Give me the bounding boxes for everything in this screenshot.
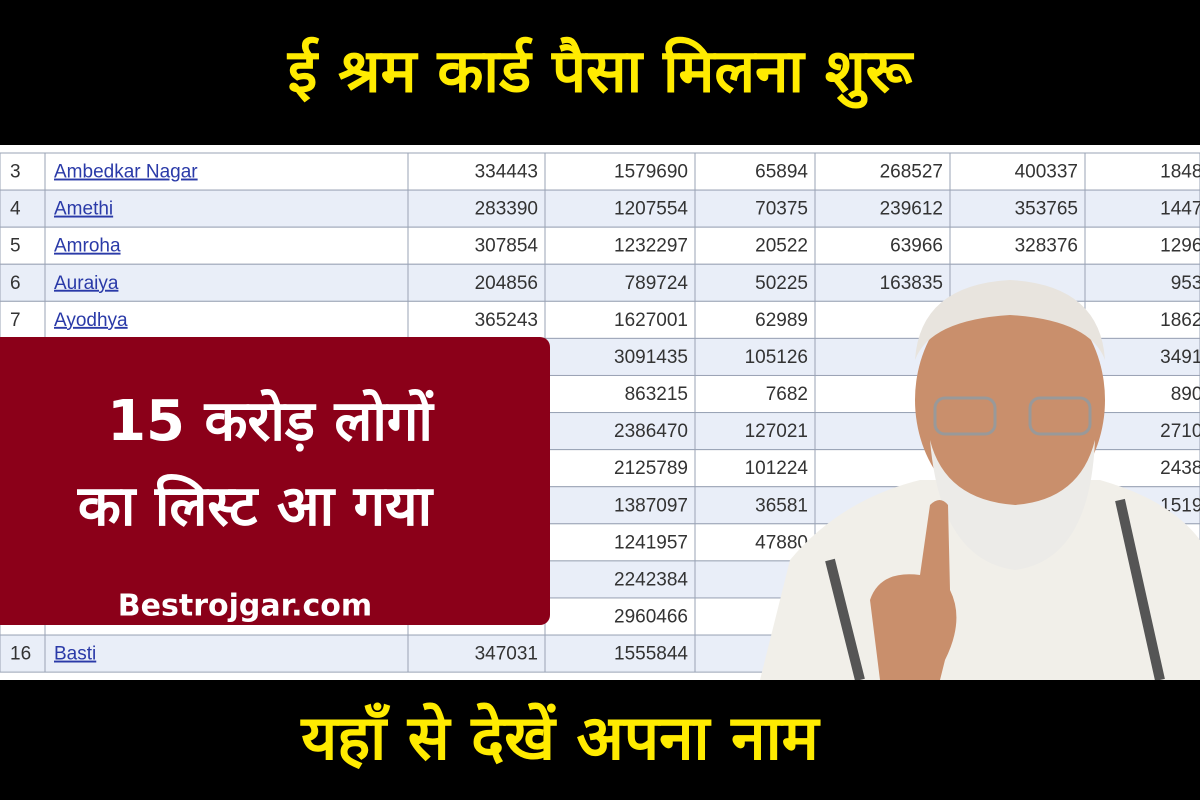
table-cell: 1207554 (614, 199, 688, 220)
table-cell: 105126 (745, 347, 808, 368)
table-cell: 3091435 (614, 347, 688, 368)
table-cell: 47880 (755, 532, 808, 553)
row-number: 7 (10, 310, 21, 331)
table-cell: 789724 (625, 273, 689, 294)
table-cell: 353765 (1015, 199, 1078, 220)
table-cell: 20522 (755, 236, 808, 257)
table-cell: 50225 (755, 273, 808, 294)
header-band (0, 0, 1200, 145)
table-row (0, 152, 1200, 191)
banner-line: का लिस्ट आ गया (77, 473, 435, 539)
table-cell: 15193 (1160, 495, 1200, 516)
table-cell: 2386470 (614, 421, 688, 442)
table-cell: 62989 (755, 310, 808, 331)
table-cell: 101224 (745, 458, 809, 479)
footer-text: यहाँ से देखें अपना नाम (300, 701, 820, 774)
table-cell: 7682 (766, 384, 808, 405)
table-cell: 400337 (1015, 162, 1078, 183)
district-link[interactable]: Amethi (54, 199, 113, 220)
table-cell: 2242384 (614, 569, 688, 590)
table-cell: 334443 (475, 162, 538, 183)
table-cell: 283390 (475, 199, 538, 220)
person-photo (760, 280, 1200, 682)
table-cell: 12962 (1160, 236, 1200, 257)
banner-line: 15 करोड़ लोगों (107, 388, 435, 454)
district-link[interactable]: Basti (54, 644, 96, 665)
table-cell: 268527 (880, 162, 943, 183)
table-cell: 204856 (475, 273, 538, 294)
table-cell: 163835 (880, 273, 943, 294)
footer-band (0, 680, 1200, 800)
table-cell: 1241957 (614, 532, 688, 553)
table-cell: 36581 (755, 495, 808, 516)
district-link[interactable]: Amroha (54, 236, 121, 257)
district-link[interactable]: Ambedkar Nagar (54, 162, 198, 183)
table-cell: 8908 (1171, 384, 1200, 405)
table-cell: 347031 (475, 644, 538, 665)
banner-box (0, 337, 550, 625)
table-cell: 70375 (755, 199, 808, 220)
table-cell: 18482 (1160, 162, 1200, 183)
table-cell: 65894 (755, 162, 808, 183)
row-number: 4 (10, 199, 21, 220)
table-cell: 63966 (890, 236, 943, 257)
table-cell: 365243 (475, 310, 538, 331)
table-cell: 863215 (625, 384, 688, 405)
row-number: 3 (10, 162, 21, 183)
table-cell: 2960466 (614, 607, 688, 628)
table-row (0, 189, 1200, 228)
table-cell: 34910 (1160, 347, 1200, 368)
table-cell: 14471 (1160, 199, 1200, 220)
table-cell: 1555844 (614, 644, 688, 665)
table-cell: 1627001 (614, 310, 688, 331)
table-cell: 1232297 (614, 236, 688, 257)
row-number: 16 (10, 644, 31, 665)
district-link[interactable]: Auraiya (54, 273, 119, 294)
table-cell: 328376 (1015, 236, 1078, 257)
table-cell: 9535 (1171, 273, 1200, 294)
table-cell: 1387097 (614, 495, 688, 516)
website: Bestrojgar.com (118, 589, 372, 624)
table-cell: 27104 (1160, 421, 1200, 442)
row-number: 6 (10, 273, 21, 294)
district-link[interactable]: Ayodhya (54, 310, 128, 331)
table-cell: 307854 (475, 236, 539, 257)
table-cell: 127021 (745, 421, 808, 442)
header-title: ई श्रम कार्ड पैसा मिलना शुरू (287, 37, 915, 110)
table-cell: 2125789 (614, 458, 688, 479)
table-cell: 239612 (880, 199, 943, 220)
table-cell: 1579690 (614, 162, 688, 183)
row-number: 5 (10, 236, 21, 257)
